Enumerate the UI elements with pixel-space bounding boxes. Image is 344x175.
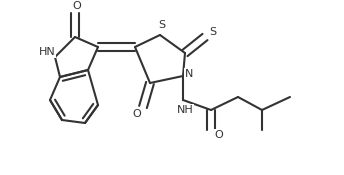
Text: S: S	[159, 20, 165, 30]
Text: N: N	[185, 69, 193, 79]
Text: NH: NH	[176, 105, 193, 115]
Text: O: O	[73, 1, 82, 11]
Text: HN: HN	[39, 47, 55, 57]
Text: O: O	[215, 130, 223, 140]
Text: O: O	[133, 109, 141, 119]
Text: S: S	[209, 27, 217, 37]
